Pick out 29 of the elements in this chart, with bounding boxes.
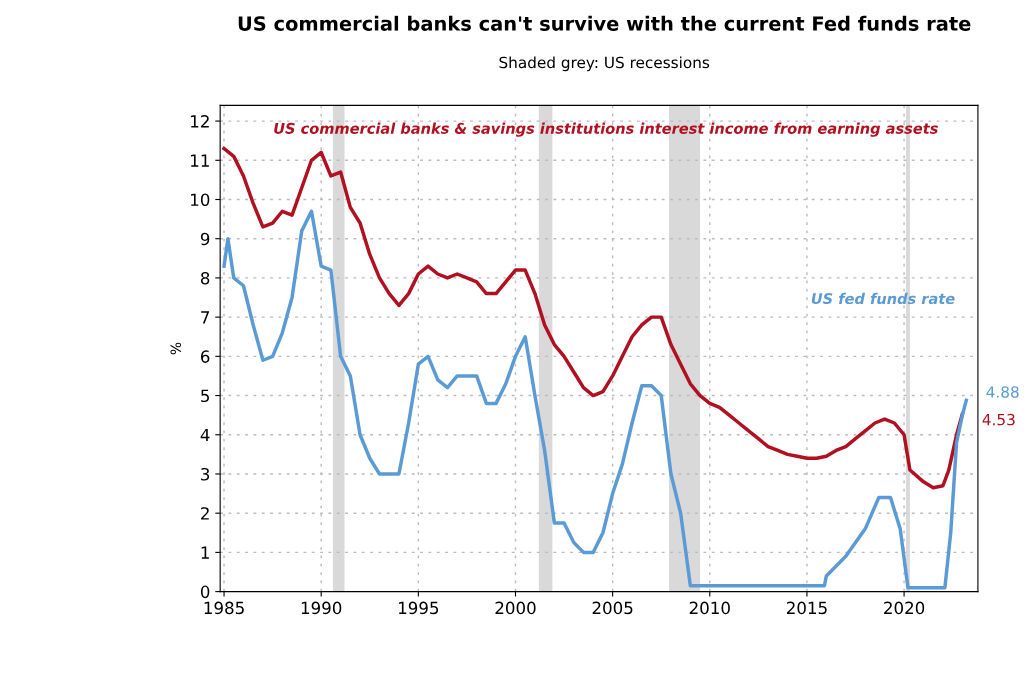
- y-tick-label: 4: [200, 428, 210, 442]
- text: US fed funds rate: [811, 292, 955, 305]
- chart-subtitle: Shaded grey: US recessions: [499, 56, 710, 72]
- x-tick-label: 1995: [398, 601, 439, 615]
- x-tick-label: 2010: [689, 601, 730, 615]
- y-tick-label: 12: [191, 115, 209, 128]
- text: US commercial banks & savings institutions interest income from earning assets: [274, 122, 938, 137]
- annotation: 4.53: [982, 413, 1015, 426]
- y-tick-label: 11: [191, 154, 209, 167]
- y-tick-label: 1: [201, 546, 209, 559]
- y-axis-title: %: [170, 342, 181, 355]
- y-tick-label: 9: [200, 232, 210, 246]
- x-tick-label: 2015: [786, 601, 827, 615]
- x-tick-label: 2000: [495, 601, 536, 615]
- chart-title: US commercial banks can't survive with the current Fed funds rate: [238, 15, 971, 31]
- y-tick-label: 2: [201, 507, 209, 520]
- x-tick-label: 1990: [301, 601, 342, 615]
- x-tick-label: 2020: [884, 601, 925, 615]
- annotation: 4.88: [986, 386, 1019, 398]
- y-tick-label: 3: [201, 467, 210, 481]
- y-tick-label: 7: [201, 311, 210, 324]
- y-tick-label: 10: [191, 193, 210, 207]
- y-tick-label: 8: [200, 271, 210, 285]
- y-tick-label: 6: [201, 350, 210, 363]
- line-series: [222, 209, 968, 590]
- x-tick-label: 2005: [592, 601, 633, 615]
- x-tick-label: 1985: [204, 601, 244, 615]
- y-tick-label: 5: [201, 389, 209, 403]
- y-tick-label: 0: [200, 585, 210, 599]
